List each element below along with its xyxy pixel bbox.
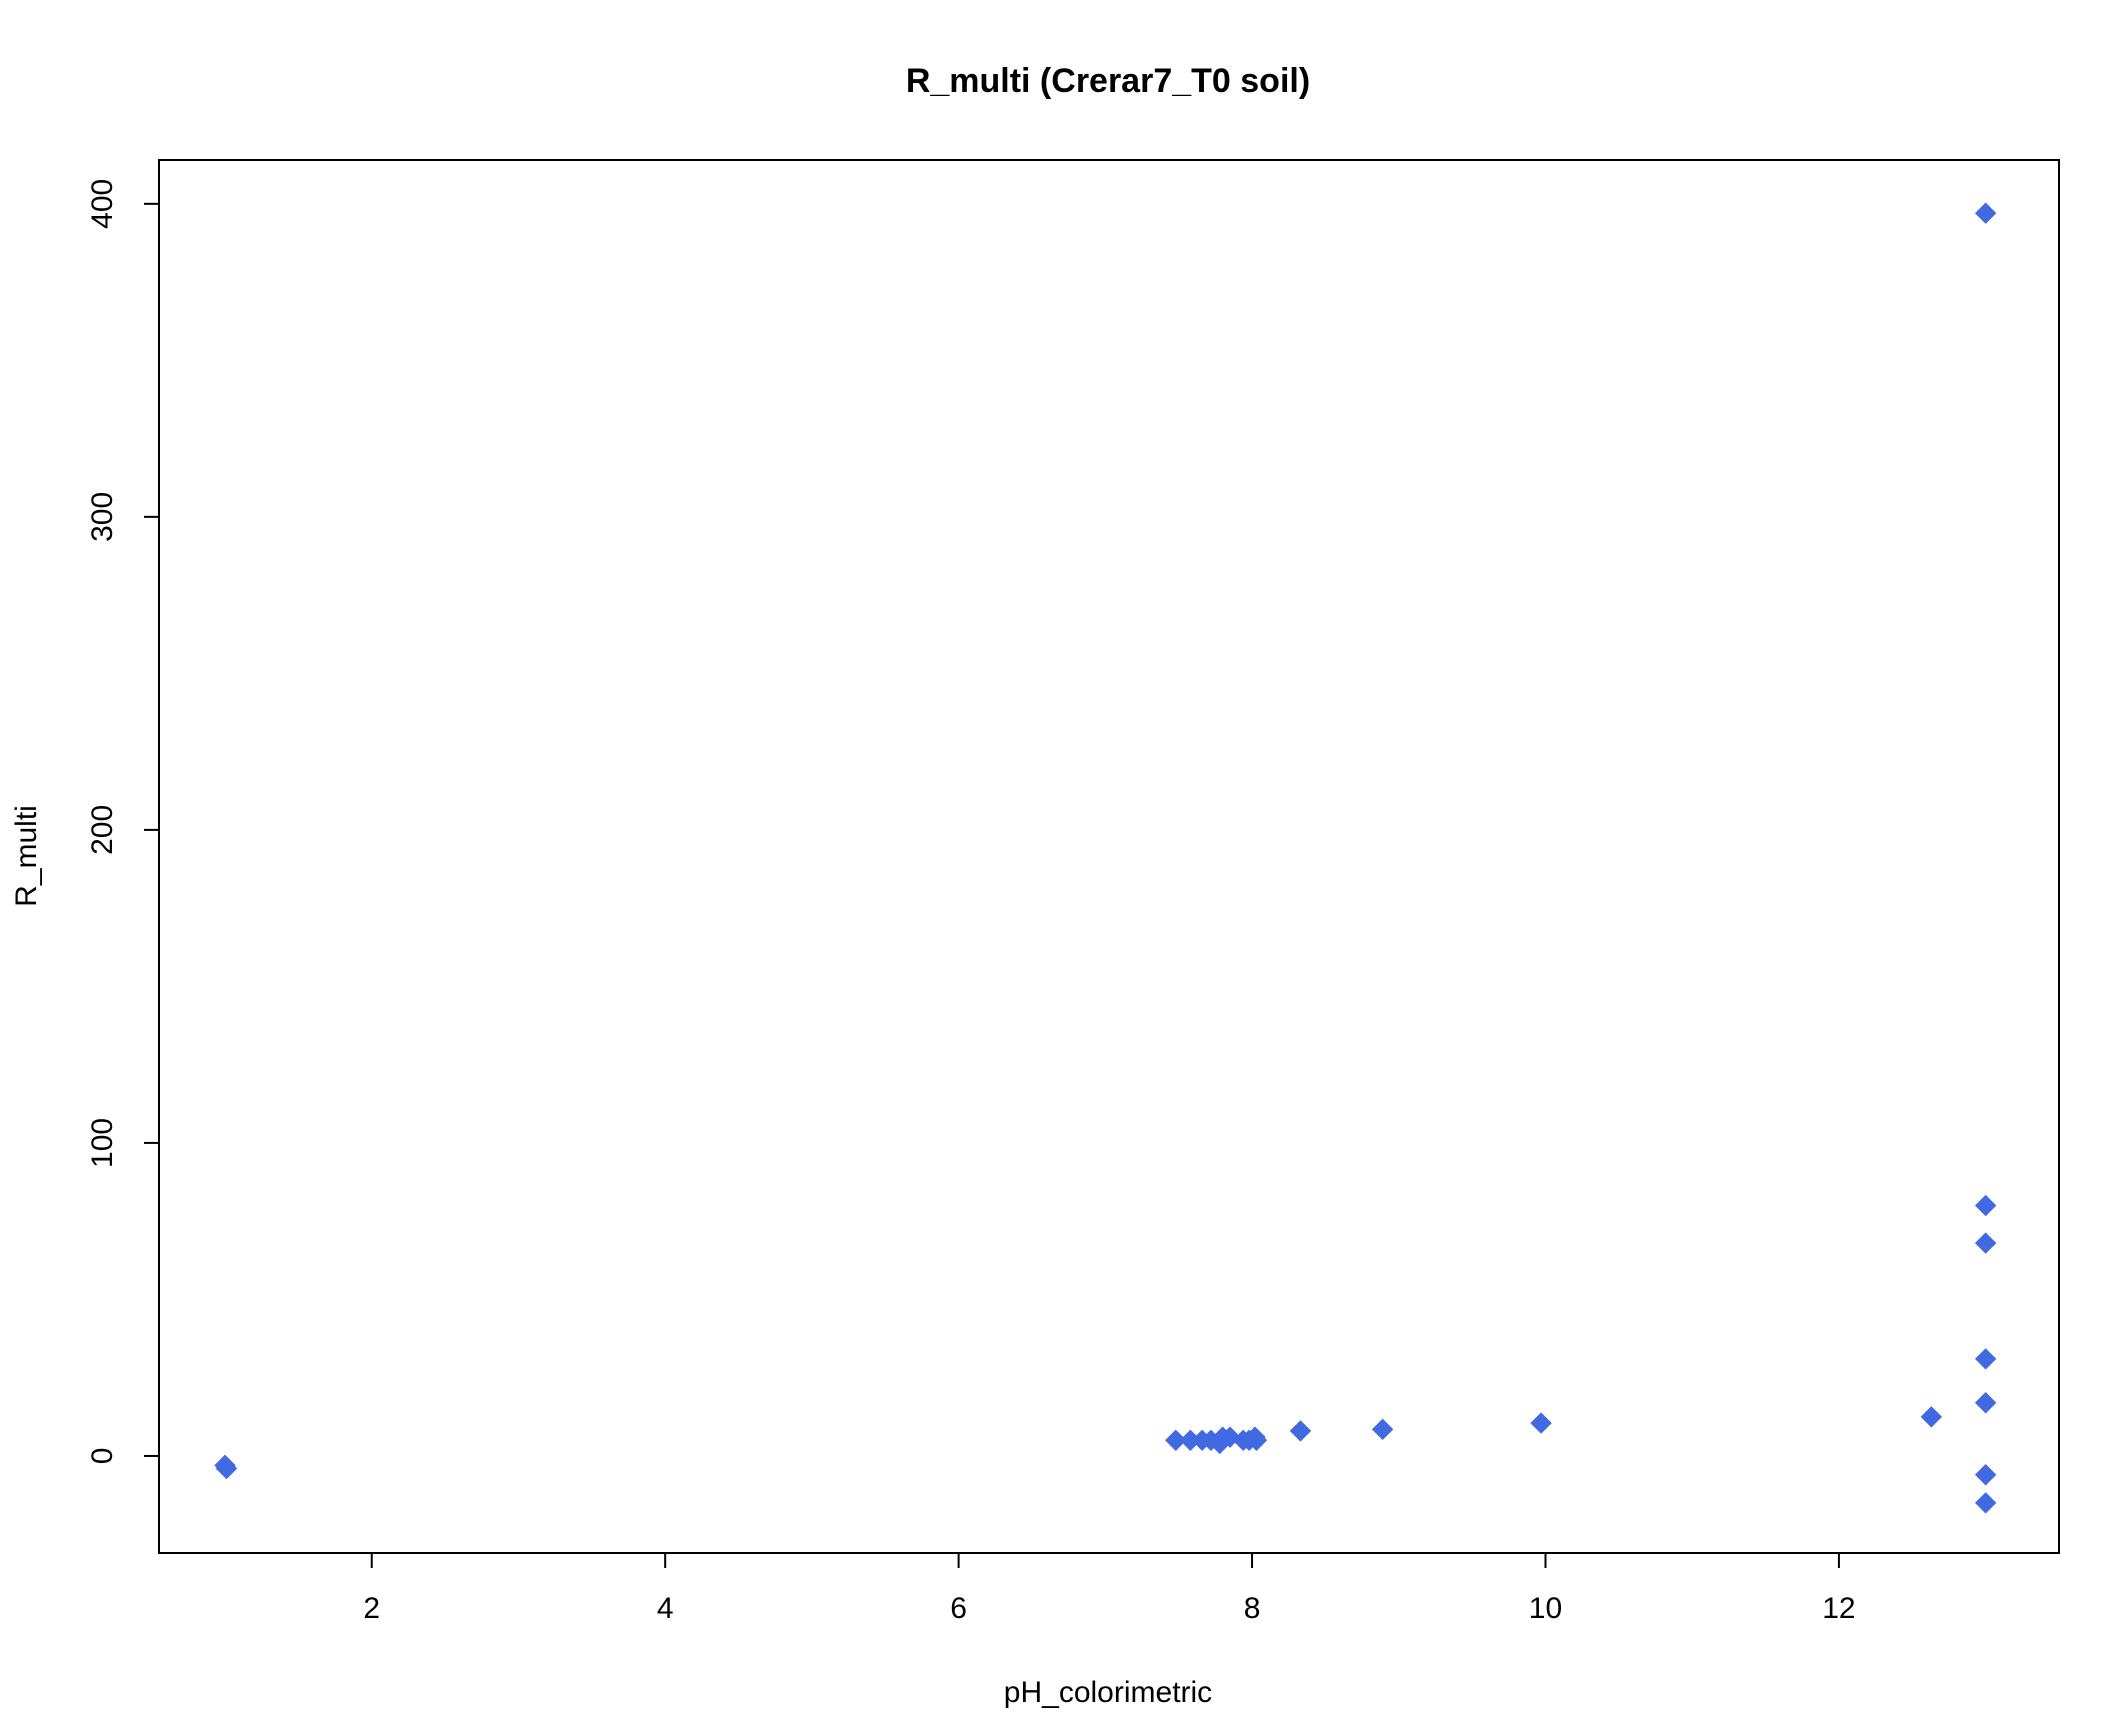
data-point (1974, 1464, 1997, 1486)
data-point (1920, 1406, 1943, 1428)
data-point (1974, 1392, 1997, 1414)
x-axis: 2 4 6 8 10 12 (363, 1552, 1856, 1625)
x-tick-label: 10 (1529, 1592, 1562, 1625)
data-points (214, 202, 1997, 1514)
x-tick-label: 12 (1822, 1592, 1855, 1625)
data-point (215, 1457, 238, 1480)
data-point (1245, 1429, 1268, 1452)
data-point (1974, 1194, 1997, 1217)
x-tick-label: 6 (950, 1592, 967, 1625)
y-tick-label: 400 (86, 179, 119, 229)
x-tick-label: 4 (657, 1592, 674, 1625)
y-tick-label: 200 (86, 805, 119, 855)
chart-title: R_multi (Crerar7_T0 soil) (906, 62, 1310, 100)
data-point (1974, 202, 1997, 224)
data-point (1974, 1232, 1997, 1254)
x-tick-label: 2 (363, 1592, 380, 1625)
plot-frame (158, 159, 2060, 1554)
x-tick-label: 8 (1244, 1592, 1261, 1625)
data-point (1974, 1492, 1997, 1514)
y-tick-label: 300 (86, 492, 119, 542)
data-point (1165, 1429, 1187, 1452)
x-axis-label: pH_colorimetric (1004, 1676, 1212, 1709)
y-tick-label: 100 (86, 1118, 119, 1168)
y-axis: 0 100 200 300 400 (86, 179, 160, 1465)
y-tick-label: 0 (86, 1448, 119, 1465)
y-axis-label: R_multi (10, 805, 43, 907)
data-point (1289, 1420, 1312, 1442)
data-point (1371, 1418, 1394, 1441)
data-point (1974, 1348, 1997, 1370)
data-point (1530, 1412, 1552, 1434)
